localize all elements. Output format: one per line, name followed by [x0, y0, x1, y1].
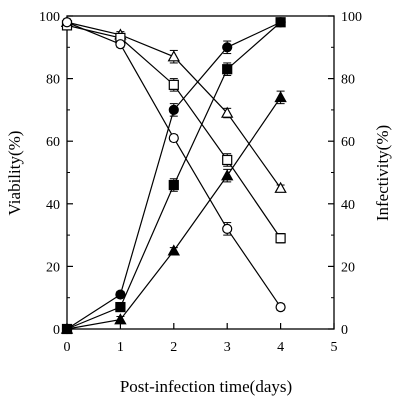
y-tick-label-right: 60: [341, 135, 355, 150]
series-line-open-circle: [66, 21, 282, 308]
y-tick-label-left: 100: [39, 10, 60, 25]
y-tick-label-left: 60: [46, 135, 60, 150]
series-group: [60, 15, 287, 335]
filled-circle-point: [222, 42, 233, 53]
open-circle-point: [168, 132, 179, 144]
open-circle-point: [275, 301, 286, 313]
filled-triangle-point: [167, 244, 180, 256]
y-tick-label-left: 80: [46, 73, 60, 88]
y-tick-label-right: 20: [341, 260, 355, 275]
open-square-point: [275, 233, 286, 244]
y-tick-label-left: 40: [46, 198, 60, 213]
x-axis-title: Post-infection time(days): [120, 377, 292, 396]
x-tick-label: 2: [170, 340, 177, 355]
x-tick-label: 1: [117, 340, 124, 355]
open-square-point: [168, 79, 179, 90]
axes-group: [66, 15, 335, 330]
open-circle-point: [61, 17, 73, 28]
series-line-filled-square: [66, 21, 281, 330]
open-triangle-point: [274, 181, 287, 193]
x-tick-label: 0: [64, 340, 71, 355]
open-circle-point: [222, 223, 233, 234]
series-line-filled-triangle: [66, 97, 282, 330]
y-axis-title-right: Infectivity(%): [373, 125, 392, 221]
filled-triangle-point: [114, 313, 127, 325]
filled-triangle-point: [274, 90, 287, 103]
filled-circle-point: [115, 289, 126, 300]
series-filled-circle: [61, 17, 286, 335]
y-tick-label-left: 20: [46, 260, 60, 275]
y-tick-label-right: 0: [341, 323, 348, 338]
filled-square-point: [115, 301, 126, 313]
series-open-circle: [61, 17, 286, 313]
filled-square-point: [222, 64, 233, 75]
x-tick-label: 5: [331, 340, 338, 355]
open-square-point: [222, 154, 233, 166]
filled-triangle-point: [221, 169, 234, 181]
x-tick-label: 3: [224, 340, 231, 355]
series-line-filled-circle: [66, 21, 281, 330]
series-filled-square: [61, 17, 286, 335]
filled-triangle-point: [60, 322, 74, 334]
filled-circle-point: [168, 104, 179, 116]
y-axis-title-left: Viability(%): [5, 131, 24, 216]
open-triangle-point: [167, 50, 180, 62]
series-filled-triangle: [60, 90, 287, 334]
x-tick-label: 4: [277, 340, 284, 355]
y-tick-label-right: 80: [341, 73, 355, 88]
y-tick-label-right: 40: [341, 198, 355, 213]
open-triangle-point: [221, 106, 234, 118]
y-tick-label-left: 0: [53, 323, 60, 338]
filled-square-point: [168, 179, 179, 191]
open-circle-point: [115, 39, 126, 50]
y-tick-label-right: 100: [341, 10, 362, 25]
plot-frame: [66, 15, 335, 330]
filled-square-point: [275, 17, 286, 28]
